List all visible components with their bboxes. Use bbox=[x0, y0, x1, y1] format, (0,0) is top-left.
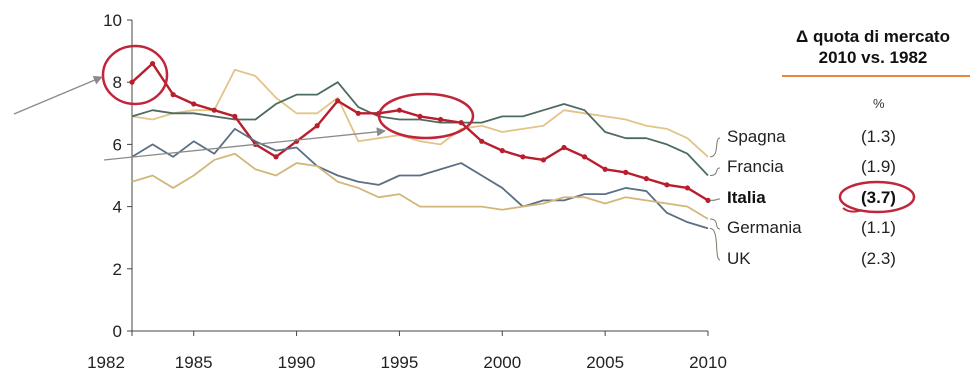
series-layer bbox=[129, 60, 721, 261]
series-point-italia-2005 bbox=[602, 166, 608, 172]
series-point-italia-1991 bbox=[314, 123, 320, 129]
series-point-italia-1999 bbox=[479, 138, 485, 144]
x-tick-label-1982: 1982 bbox=[87, 353, 125, 372]
panel-title-underline bbox=[782, 75, 970, 77]
row-country-francia: Francia bbox=[727, 157, 784, 176]
row-country-germania: Germania bbox=[727, 218, 802, 237]
row-country-uk: UK bbox=[727, 249, 751, 268]
panel-title-line2: 2010 vs. 1982 bbox=[818, 48, 928, 67]
series-point-italia-1995 bbox=[396, 107, 403, 113]
row-country-spagna: Spagna bbox=[727, 127, 786, 146]
series-point-italia-1996 bbox=[417, 113, 423, 120]
series-point-italia-1986 bbox=[211, 107, 217, 113]
x-tick-label-1985: 1985 bbox=[175, 353, 213, 372]
series-point-italia-2007 bbox=[643, 176, 649, 182]
arrow-to-1996 bbox=[103, 127, 386, 161]
x-tick-label-2010: 2010 bbox=[689, 353, 727, 372]
series-point-italia-2008 bbox=[664, 182, 670, 188]
unit-label: % bbox=[873, 96, 885, 111]
highlight-tail-italia-value bbox=[842, 207, 863, 213]
series-point-italia-2004 bbox=[581, 154, 588, 160]
series-point-italia-1985 bbox=[191, 101, 197, 107]
row-value-germania: (1.1) bbox=[861, 218, 896, 237]
series-line-germania bbox=[131, 127, 709, 230]
x-tick-label-2005: 2005 bbox=[586, 353, 624, 372]
series-point-italia-2006 bbox=[623, 169, 629, 175]
connector-germania bbox=[709, 218, 721, 230]
series-point-italia-1997 bbox=[437, 116, 444, 123]
series-point-italia-1992 bbox=[335, 98, 341, 104]
y-tick-label-4: 4 bbox=[113, 198, 122, 217]
connector-uk bbox=[709, 227, 721, 261]
row-country-italia: Italia bbox=[727, 188, 766, 207]
series-point-italia-1982 bbox=[129, 79, 135, 85]
panel-title: Δ quota di mercato 2010 vs. 1982 bbox=[770, 26, 976, 68]
x-tick-label-1995: 1995 bbox=[381, 353, 419, 372]
row-value-francia: (1.9) bbox=[861, 157, 896, 176]
x-tick-label-2000: 2000 bbox=[483, 353, 521, 372]
series-point-italia-1983 bbox=[149, 60, 156, 67]
arrow-to-1983 bbox=[13, 75, 103, 115]
x-tick-label-1990: 1990 bbox=[278, 353, 316, 372]
series-point-italia-2000 bbox=[499, 148, 505, 154]
series-point-italia-2010 bbox=[705, 197, 711, 203]
series-point-italia-1998 bbox=[458, 120, 464, 126]
annotation-layer bbox=[13, 44, 916, 214]
row-value-italia: (3.7) bbox=[861, 188, 896, 207]
connector-spagna bbox=[709, 137, 721, 158]
series-point-italia-1993 bbox=[355, 110, 361, 116]
series-line-uk bbox=[131, 152, 709, 220]
y-tick-label-8: 8 bbox=[113, 73, 122, 92]
y-tick-label-6: 6 bbox=[113, 135, 122, 154]
axes: 0 2 4 6 8 10 1982 1985 1990 1995 2000 2005 2010 bbox=[87, 11, 727, 372]
row-value-uk: (2.3) bbox=[861, 249, 896, 268]
series-point-italia-2001 bbox=[520, 154, 526, 160]
connector-italia bbox=[709, 198, 721, 201]
series-point-italia-2009 bbox=[684, 185, 691, 191]
series-line-francia bbox=[131, 81, 709, 177]
series-point-italia-2003 bbox=[561, 144, 567, 151]
series-point-italia-1987 bbox=[232, 113, 238, 120]
series-line-spagna bbox=[131, 68, 709, 158]
panel-title-line1: Δ quota di mercato bbox=[796, 27, 950, 46]
series-point-italia-1984 bbox=[170, 92, 176, 98]
row-value-spagna: (1.3) bbox=[861, 127, 896, 146]
y-tick-label-2: 2 bbox=[113, 260, 122, 279]
y-tick-label-0: 0 bbox=[113, 322, 122, 341]
series-point-italia-1989 bbox=[273, 154, 279, 160]
highlight-circle-1983 bbox=[101, 44, 169, 106]
connector-francia bbox=[709, 167, 721, 176]
highlight-circle-1996 bbox=[377, 92, 475, 140]
series-point-italia-2002 bbox=[540, 157, 547, 163]
y-tick-label-10: 10 bbox=[103, 11, 122, 30]
series-line-italia bbox=[131, 62, 709, 202]
highlight-circle-italia-value bbox=[838, 180, 916, 214]
